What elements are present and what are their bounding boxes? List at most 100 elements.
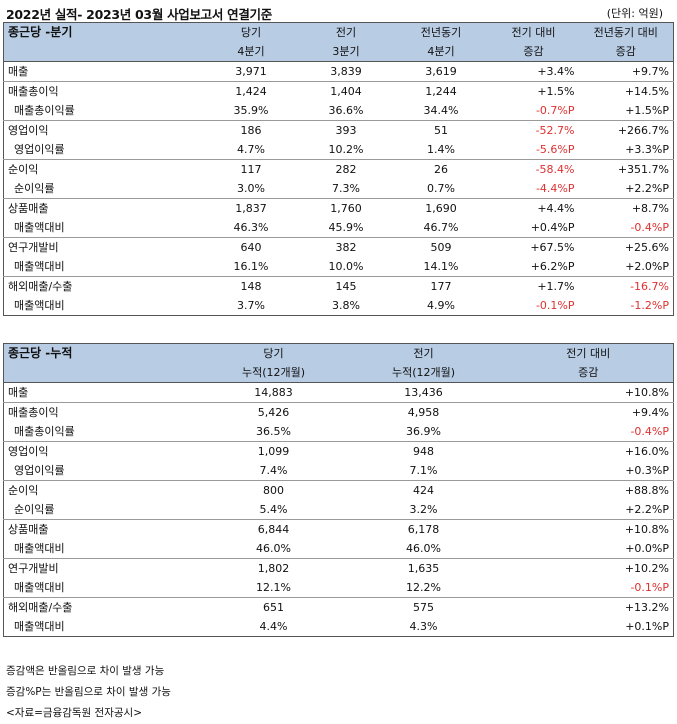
table-cell: 4.7% (237, 143, 265, 156)
table-cell: 1,760 (298, 198, 394, 218)
table-cell: -1.2%P (630, 299, 669, 312)
table-row: 영업이익 1,099 948 +16.0% (3, 441, 674, 461)
table-cell: -52.7% (488, 120, 579, 140)
table-row: 순이익률 3.0% 7.3% 0.7% -4.4%P +2.2%P (4, 179, 674, 199)
column-header: 전기 누적(12개월) (343, 343, 504, 383)
column-header-line: 증감 (615, 45, 636, 58)
column-header-line: 종근당 -누적 (8, 346, 73, 360)
table-row: 상품매출 1,837 1,760 1,690 +4.4% +8.7% (3, 198, 674, 218)
table-cell: -0.1%P (535, 299, 575, 312)
table-cell: 651 (203, 597, 344, 617)
column-header: 당기 4분기 (203, 22, 299, 62)
table-cell: 1,690 (393, 198, 489, 218)
table-cell: 7.1% (409, 464, 438, 477)
table-cell: -16.7% (578, 276, 674, 296)
table-cell: 6,844 (203, 519, 344, 539)
table-row: 매출액대비 46.0% 46.0% +0.0%P (4, 539, 674, 559)
table-cell: -4.4%P (535, 182, 575, 195)
row-label: 매출액대비 (14, 299, 65, 312)
table-cell: 1,802 (203, 558, 344, 578)
table-row: 매출총이익 5,426 4,958 +9.4% (3, 402, 674, 422)
table-cell: 3.8% (332, 299, 360, 312)
table-cell: 7.3% (332, 182, 360, 195)
cumulative-table: 종근당 -누적 당기 누적(12개월) 전기 누적(12개월) 전기 대비 증감 매출 14,… (3, 343, 674, 637)
table-cell: -0.1%P (630, 581, 669, 594)
table-cell: 46.7% (423, 221, 459, 234)
table-cell: 45.9% (328, 221, 364, 234)
table-cell: +25.6% (578, 237, 674, 257)
table-row: 영업이익률 4.7% 10.2% 1.4% -5.6%P +3.3%P (4, 140, 674, 160)
table-cell: 4.4% (259, 620, 288, 633)
row-label: 순이익 (3, 480, 204, 500)
table-cell: +0.1%P (625, 620, 669, 633)
column-header-line: 누적(12개월) (241, 366, 306, 379)
table-row: 매출액대비 12.1% 12.2% -0.1%P (4, 578, 674, 598)
table-cell: 424 (343, 480, 504, 500)
table-cell: 46.0% (406, 542, 441, 555)
quarterly-table: 종근당 -분기 당기 4분기 전기 3분기 전년동기 4분기 전기 대비 증감 전년동기 대비 증감… (3, 22, 674, 316)
table-cell: 6,178 (343, 519, 504, 539)
table-cell: +10.2% (503, 558, 674, 578)
column-header: 전년동기 대비 증감 (578, 22, 674, 62)
table-cell: +14.5% (578, 81, 674, 101)
table-cell: 393 (298, 120, 394, 140)
table-cell: -0.4%P (630, 425, 669, 438)
table-cell: 145 (298, 276, 394, 296)
table-cell: 4.3% (409, 620, 438, 633)
table-cell: -0.4%P (630, 221, 669, 234)
row-label: 상품매출 (3, 519, 204, 539)
report-title: 2022년 실적- 2023년 03월 사업보고서 연결기준 (6, 7, 272, 22)
row-label: 매출 (3, 61, 204, 82)
table-cell: 3.2% (409, 503, 438, 516)
table-cell: +10.8% (503, 382, 674, 403)
row-label: 순이익률 (14, 182, 55, 195)
note-rounding-amount: 증감액은 반올림으로 차이 발생 가능 (6, 665, 165, 677)
table-row: 매출액대비 3.7% 3.8% 4.9% -0.1%P -1.2%P (4, 296, 674, 316)
row-label: 매출액대비 (14, 542, 65, 555)
table-cell: 1.4% (427, 143, 455, 156)
table-cell: 46.0% (256, 542, 291, 555)
row-label: 매출액대비 (14, 620, 65, 633)
row-label: 매출총이익 (3, 81, 204, 101)
table-cell: 5.4% (259, 503, 288, 516)
column-header-line: 증감 (523, 45, 544, 58)
row-label: 연구개발비 (3, 558, 204, 578)
table-cell: 46.3% (233, 221, 269, 234)
table-row: 순이익 800 424 +88.8% (3, 480, 674, 500)
table-cell: 51 (393, 120, 489, 140)
table-cell: +10.8% (503, 519, 674, 539)
table-row: 매출액대비 16.1% 10.0% 14.1% +6.2%P +2.0%P (4, 257, 674, 277)
table-row: 매출총이익률 35.9% 36.6% 34.4% -0.7%P +1.5%P (4, 101, 674, 121)
table-cell: +3.4% (488, 61, 579, 82)
table-cell: +1.7% (488, 276, 579, 296)
table-cell: 1,404 (298, 81, 394, 101)
row-label: 해외매출/수출 (3, 597, 204, 617)
table-cell: 12.2% (406, 581, 441, 594)
row-label: 매출액대비 (14, 221, 65, 234)
table-cell: +2.2%P (625, 503, 669, 516)
column-header-line: 증감 (578, 366, 599, 379)
table-cell: -58.4% (488, 159, 579, 179)
row-label: 매출총이익 (3, 402, 204, 422)
table-cell: 282 (298, 159, 394, 179)
table-cell: +266.7% (578, 120, 674, 140)
table-cell: 575 (343, 597, 504, 617)
table-cell: 36.6% (328, 104, 364, 117)
row-label: 영업이익 (3, 441, 204, 461)
row-label: 해외매출/수출 (3, 276, 204, 296)
table-cell: 1,424 (203, 81, 299, 101)
column-header-line: 전년동기 (420, 26, 462, 39)
table-cell: 13,436 (343, 382, 504, 403)
table-cell: 3,619 (393, 61, 489, 82)
table-cell: 4,958 (343, 402, 504, 422)
table-cell: 1,837 (203, 198, 299, 218)
row-label: 연구개발비 (3, 237, 204, 257)
table-cell: 36.5% (256, 425, 291, 438)
table-cell: 10.2% (328, 143, 364, 156)
table-cell: +2.0%P (625, 260, 669, 273)
table-row: 매출액대비 4.4% 4.3% +0.1%P (4, 617, 674, 637)
note-rounding-percent: 증감%P는 반올림으로 차이 발생 가능 (6, 686, 171, 698)
table-cell: 36.9% (406, 425, 441, 438)
table-cell: 3,971 (203, 61, 299, 82)
table-cell: 12.1% (256, 581, 291, 594)
